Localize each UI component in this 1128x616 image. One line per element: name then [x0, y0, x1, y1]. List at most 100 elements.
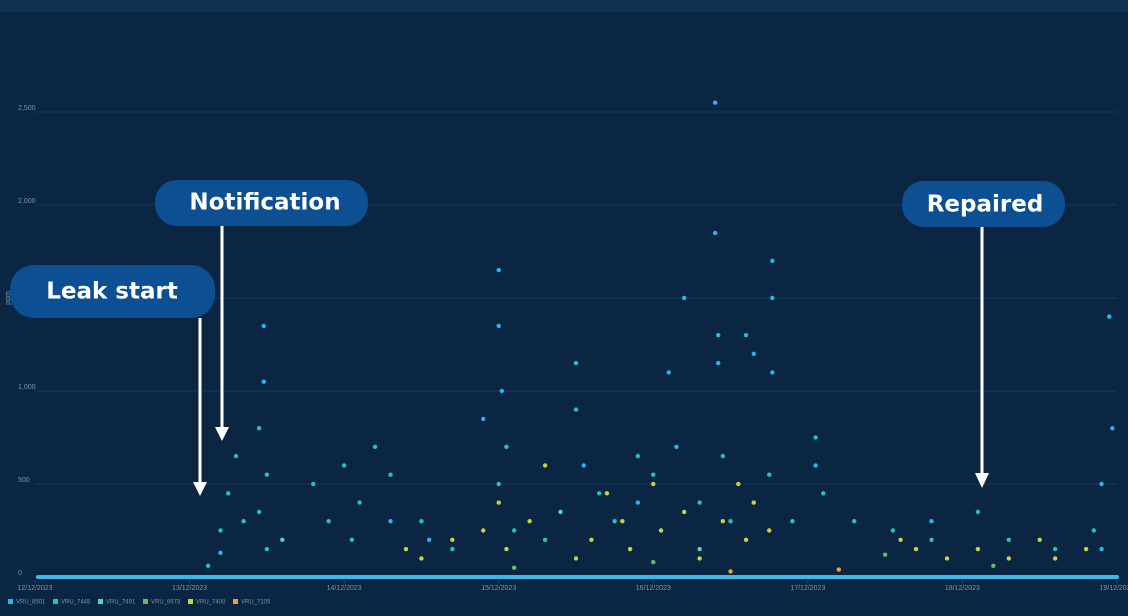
point [261, 379, 266, 384]
x-tick-label: 18/12/2023 [945, 585, 980, 592]
point [712, 100, 718, 105]
point [573, 407, 579, 412]
point [450, 546, 455, 552]
point [372, 444, 378, 449]
point [666, 370, 671, 375]
point [496, 500, 501, 505]
point [1099, 546, 1104, 552]
point [357, 500, 362, 505]
point [542, 537, 548, 542]
point [218, 528, 223, 533]
point [264, 472, 270, 477]
point [388, 472, 393, 477]
point [504, 444, 509, 449]
point [450, 537, 455, 542]
point [241, 519, 246, 524]
plot: 05001,0001,5002,0002,50012/12/202313/12/… [17, 100, 1128, 592]
y-tick-label: 1,000 [18, 384, 36, 391]
point [627, 546, 633, 552]
legend-label: VRU_7105 [241, 600, 271, 606]
point [1083, 546, 1089, 552]
point [496, 267, 501, 273]
x-tick-label: 17/12/2023 [790, 585, 825, 592]
point [341, 463, 347, 468]
annotation-pill [10, 265, 215, 318]
point [403, 546, 409, 552]
point [1052, 546, 1058, 552]
point [770, 370, 775, 375]
legend-label: VRU_7400 [196, 600, 226, 606]
point [280, 537, 285, 542]
annotation: Repaired [927, 192, 1044, 218]
point [388, 519, 393, 524]
annotation-pill [902, 181, 1065, 227]
point [882, 552, 888, 557]
legend-label: VRU_7491 [106, 600, 136, 606]
point [635, 500, 641, 505]
y-tick-label: 2,500 [18, 105, 36, 112]
legend-swatch [8, 599, 13, 604]
point [975, 546, 981, 552]
point [852, 519, 857, 524]
point [511, 528, 517, 533]
x-tick-label: 16/12/2023 [636, 585, 671, 592]
point [929, 519, 934, 524]
legend-swatch [53, 599, 58, 604]
point [697, 556, 702, 561]
y-tick-label: 0 [18, 570, 22, 577]
point [426, 537, 432, 542]
point [581, 463, 586, 468]
point [1006, 556, 1011, 561]
point [419, 556, 424, 561]
point [1006, 537, 1011, 542]
annotation-pill [155, 180, 368, 226]
point [913, 546, 919, 552]
legend-swatch [233, 599, 238, 604]
point [674, 444, 679, 449]
point [651, 481, 656, 487]
arrow-head [193, 482, 207, 496]
point [419, 519, 424, 524]
point [813, 463, 818, 468]
point [720, 519, 726, 524]
point [720, 453, 726, 459]
point [929, 537, 934, 542]
y-tick-label: 2,000 [18, 198, 36, 205]
point [612, 519, 617, 524]
point [751, 500, 756, 505]
point [743, 537, 749, 542]
legend-swatch [98, 599, 103, 604]
point [975, 509, 981, 515]
point [651, 559, 656, 565]
point [716, 360, 721, 366]
x-tick-label: 14/12/2023 [327, 585, 362, 592]
x-tick-label: 12/12/2023 [17, 585, 52, 592]
point [620, 519, 625, 524]
legend-swatch [188, 599, 193, 604]
point [542, 463, 548, 468]
point [767, 528, 772, 533]
point [836, 567, 841, 572]
legend-swatch [143, 599, 148, 604]
point [770, 258, 775, 263]
point [496, 323, 501, 329]
point [205, 563, 211, 569]
point [499, 388, 505, 394]
point [1107, 314, 1112, 319]
point [261, 323, 266, 329]
point [1091, 528, 1097, 533]
point [496, 481, 501, 487]
point [604, 491, 610, 496]
point [770, 295, 775, 301]
point [767, 472, 772, 477]
arrow-head [975, 473, 989, 488]
point [821, 491, 826, 496]
point [716, 333, 721, 338]
point [728, 519, 733, 524]
arrow-head [215, 427, 229, 441]
point [233, 453, 239, 459]
point [697, 546, 702, 552]
point [511, 565, 517, 570]
point [596, 491, 602, 496]
